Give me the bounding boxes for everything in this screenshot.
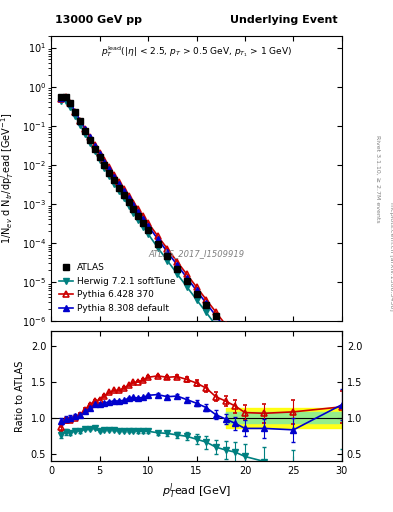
Text: Rivet 3.1.10, ≥ 2.7M events: Rivet 3.1.10, ≥ 2.7M events (375, 135, 380, 223)
Text: 13000 GeV pp: 13000 GeV pp (55, 15, 142, 25)
Y-axis label: Ratio to ATLAS: Ratio to ATLAS (15, 360, 25, 432)
X-axis label: $p_T^l$ead [GeV]: $p_T^l$ead [GeV] (162, 481, 231, 501)
Text: $p_T^{\rm lead}$(|$\eta$| < 2.5, $p_T$ > 0.5 GeV, $p_{T_1}$ > 1 GeV): $p_T^{\rm lead}$(|$\eta$| < 2.5, $p_T$ >… (101, 45, 292, 59)
Text: ATLAS_2017_I1509919: ATLAS_2017_I1509919 (149, 249, 244, 258)
Y-axis label: 1/N$_{ev}$ d N$_{tr}$/dp$_T^{l}$ead [GeV$^{-1}$]: 1/N$_{ev}$ d N$_{tr}$/dp$_T^{l}$ead [GeV… (0, 112, 17, 244)
Legend: ATLAS, Herwig 7.2.1 softTune, Pythia 6.428 370, Pythia 8.308 default: ATLAS, Herwig 7.2.1 softTune, Pythia 6.4… (55, 260, 179, 316)
Text: mcplots.cern.ch [arXiv:1306.3436]: mcplots.cern.ch [arXiv:1306.3436] (389, 202, 393, 310)
Text: Underlying Event: Underlying Event (230, 15, 338, 25)
